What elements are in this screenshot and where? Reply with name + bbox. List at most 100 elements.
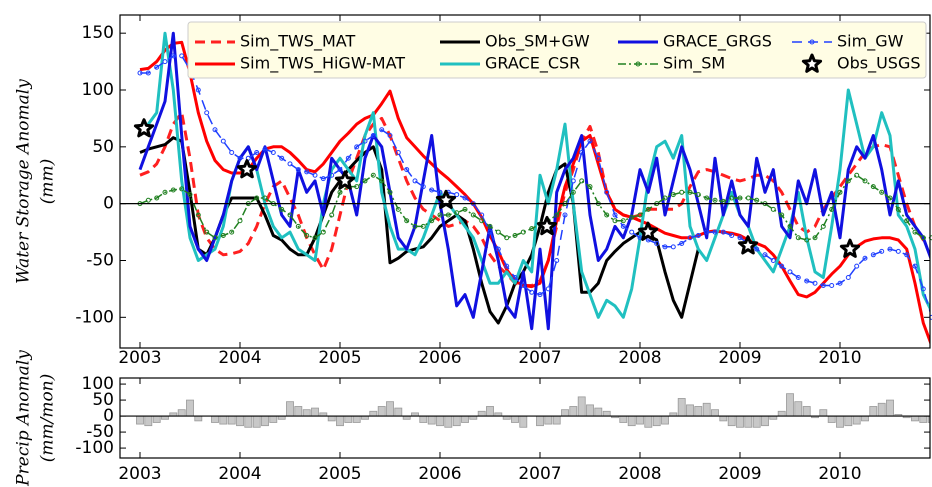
bar xyxy=(552,415,561,425)
legend-marker xyxy=(809,39,815,45)
series-marker xyxy=(412,178,418,184)
bar xyxy=(719,415,728,422)
bar xyxy=(486,406,494,417)
series-marker xyxy=(587,138,593,144)
series-marker xyxy=(845,178,851,184)
series-marker xyxy=(395,150,401,156)
legend-label: Obs_USGS xyxy=(837,54,921,74)
series-marker xyxy=(920,286,926,292)
series-marker xyxy=(537,292,543,298)
series-marker xyxy=(512,232,518,238)
series-marker xyxy=(312,235,318,241)
series-marker xyxy=(604,189,610,195)
series-marker xyxy=(337,167,343,173)
y-tick-label: 100 xyxy=(82,80,114,100)
bar xyxy=(461,415,469,423)
series-marker xyxy=(229,229,235,235)
series-marker xyxy=(912,229,918,235)
series-marker xyxy=(604,212,610,218)
bar xyxy=(736,415,744,428)
bar xyxy=(311,407,319,417)
bar xyxy=(794,401,803,417)
x-tick-label: 2003 xyxy=(118,464,161,484)
bar xyxy=(427,415,436,425)
series-marker xyxy=(387,132,393,138)
plot-frame xyxy=(119,377,931,459)
x-tick-label: 2009 xyxy=(718,464,761,484)
series-marker xyxy=(145,197,151,203)
bar xyxy=(536,415,544,427)
bar xyxy=(686,404,694,417)
x-tick-label: 2004 xyxy=(218,348,261,368)
bar xyxy=(269,415,278,423)
y-axis-label: (mm/mon) xyxy=(38,374,58,463)
plot-area xyxy=(136,393,930,428)
bar xyxy=(877,402,886,417)
series-marker xyxy=(579,178,585,184)
series-marker xyxy=(862,178,868,184)
series-marker xyxy=(435,189,457,209)
bar xyxy=(594,407,603,417)
bar xyxy=(661,415,669,425)
bar xyxy=(752,415,761,428)
x-tick-label: 2008 xyxy=(618,464,661,484)
series-marker xyxy=(712,229,718,235)
series-marker xyxy=(354,184,360,190)
y-tick-label: 0 xyxy=(103,194,114,214)
legend-label: Sim_TWS_MAT xyxy=(240,32,355,52)
series-marker xyxy=(704,195,710,201)
bar xyxy=(861,415,869,422)
bar xyxy=(761,415,769,427)
bar xyxy=(377,406,386,417)
bar xyxy=(444,415,453,428)
series-marker xyxy=(820,223,826,229)
series-marker xyxy=(662,244,668,250)
bar xyxy=(286,401,294,417)
bar xyxy=(136,415,144,425)
bar xyxy=(802,406,811,417)
series-marker xyxy=(354,144,360,150)
series-marker xyxy=(737,235,743,241)
series-marker xyxy=(504,235,510,241)
series-marker xyxy=(154,195,160,201)
series-marker xyxy=(529,226,535,232)
x-tick-label: 2006 xyxy=(418,464,461,484)
series-marker xyxy=(454,192,460,198)
series-marker xyxy=(204,110,210,116)
x-tick-label: 2010 xyxy=(818,464,861,484)
legend-label: Sim_SM xyxy=(663,54,725,74)
bar xyxy=(727,415,736,427)
series-marker xyxy=(804,237,810,243)
series-marker xyxy=(270,150,276,156)
series-marker xyxy=(420,223,426,229)
bar xyxy=(644,415,653,428)
legend-label: GRACE_CSR xyxy=(485,54,580,74)
legend-marker xyxy=(801,53,823,73)
series-marker xyxy=(329,212,335,218)
series-marker xyxy=(629,229,635,235)
series-marker xyxy=(437,212,443,218)
series-marker xyxy=(404,167,410,173)
series-marker xyxy=(820,282,826,288)
series-marker xyxy=(787,223,793,229)
series-marker xyxy=(162,59,168,65)
bar xyxy=(869,406,878,417)
series-marker xyxy=(212,127,218,133)
series-marker xyxy=(479,212,485,218)
series-marker xyxy=(829,282,835,288)
series-marker xyxy=(437,189,443,195)
series-marker xyxy=(770,257,776,263)
series-marker xyxy=(662,195,668,201)
series-marker xyxy=(554,257,560,263)
bar xyxy=(194,415,203,422)
y-tick-label: 100 xyxy=(82,374,114,394)
series-marker xyxy=(254,150,260,156)
series-marker xyxy=(562,212,568,218)
bar xyxy=(152,415,161,423)
series-marker xyxy=(670,244,676,250)
series-marker xyxy=(170,187,176,193)
series-marker xyxy=(204,229,210,235)
series-marker xyxy=(229,150,235,156)
bar xyxy=(252,415,261,428)
series-marker xyxy=(737,195,743,201)
